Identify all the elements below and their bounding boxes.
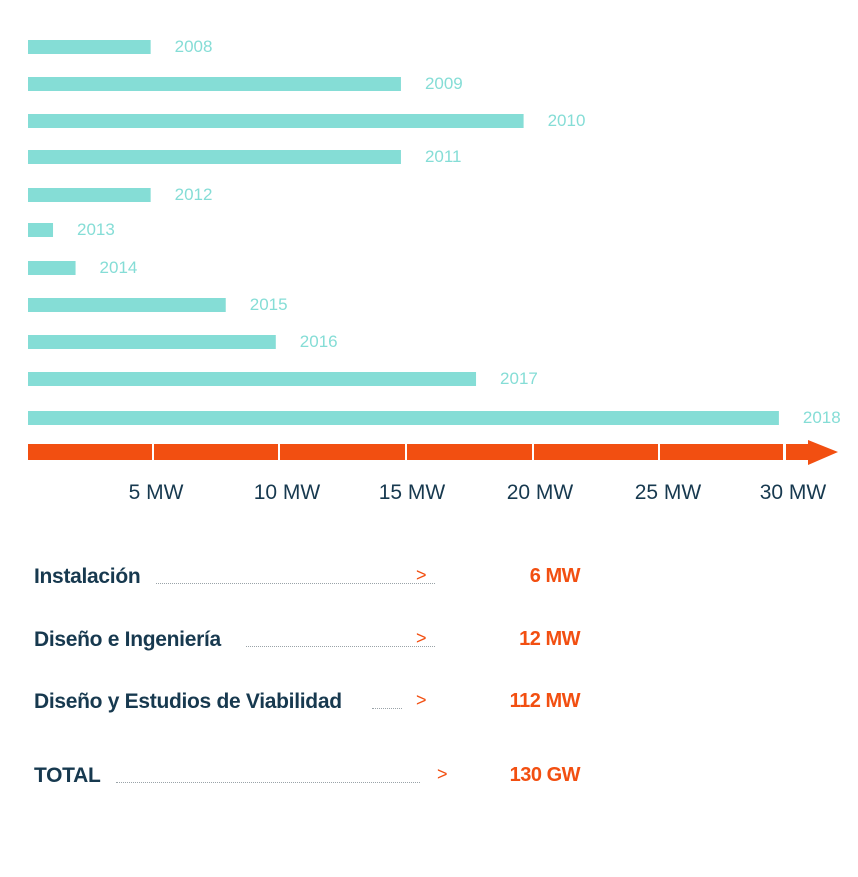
bar-2017 [28,372,477,386]
axis-segment [28,444,152,460]
year-label-2009: 2009 [425,74,463,93]
x-tick-label: 30 MW [760,481,827,504]
x-tick-label: 5 MW [129,481,184,504]
year-label-2008: 2008 [175,37,213,56]
axis-segment [660,444,783,460]
summary-label: Diseño y Estudios de Viabilidad [34,690,342,713]
x-tick-label: 25 MW [635,481,702,504]
summary-value: 112 MW [509,690,581,712]
summary-label: TOTAL [34,764,101,787]
year-label-2013: 2013 [77,220,115,239]
dotted-leader [116,782,420,783]
year-label-2014: 2014 [100,258,138,277]
summary-label: Instalación [34,565,141,588]
arrow-glyph: > [437,764,448,784]
year-label-2015: 2015 [250,295,288,314]
x-tick-label: 10 MW [254,481,321,504]
summary-row-diseno-ingenieria: Diseño e Ingeniería > 12 MW [34,628,594,658]
x-tick-label: 15 MW [379,481,446,504]
bar-2014 [28,261,76,275]
x-axis-arrow [28,440,838,465]
bar-2016 [28,335,276,349]
arrow-glyph: > [416,690,427,710]
summary-label: Diseño e Ingeniería [34,628,221,651]
bar-2013 [28,223,54,237]
summary-row-total: TOTAL > 130 GW [34,764,594,794]
axis-segment [154,444,278,460]
year-label-2012: 2012 [175,185,213,204]
dotted-leader [246,646,435,647]
summary-value: 6 MW [529,565,581,587]
dotted-leader [372,708,402,709]
bar-2012 [28,188,151,202]
axis-segment [407,444,532,460]
bar-2009 [28,77,401,91]
bar-2018 [28,411,779,425]
bar-2011 [28,150,401,164]
x-axis-ticks: 5 MW 10 MW 15 MW 20 MW 25 MW 30 MW [129,481,827,504]
axis-segment [280,444,405,460]
arrow-glyph: > [416,628,427,648]
arrow-shaft [786,444,810,460]
year-label-2016: 2016 [300,332,338,351]
bar-2015 [28,298,226,312]
year-label-2010: 2010 [548,111,586,130]
x-tick-label: 20 MW [507,481,574,504]
summary-value: 12 MW [519,628,580,650]
arrow-head [808,440,838,465]
summary-row-instalacion: Instalación > 6 MW [34,565,594,595]
bars-layer: 2008 2009 2010 2011 2012 2013 2014 2015 2016 2017… [28,37,841,427]
year-label-2018: 2018 [803,408,841,427]
dotted-leader [156,583,435,584]
bar-chart: 2008 2009 2010 2011 2012 2013 2014 2015 2016 2017… [28,37,841,504]
year-label-2017: 2017 [500,369,538,388]
bar-2008 [28,40,151,54]
bar-2010 [28,114,524,128]
axis-segment [534,444,658,460]
summary-value: 130 GW [509,764,581,786]
year-label-2011: 2011 [425,147,462,166]
summary-row-diseno-estudios: Diseño y Estudios de Viabilidad > 112 MW [34,690,594,720]
arrow-glyph: > [416,565,427,585]
